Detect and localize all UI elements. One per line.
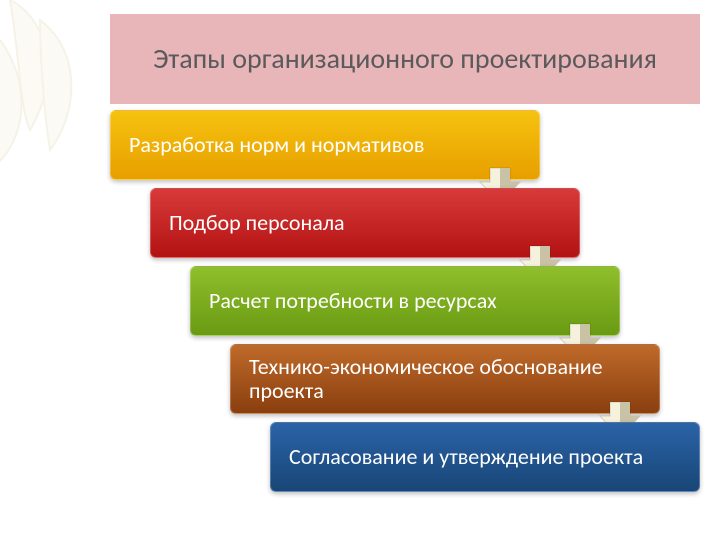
process-step: Согласование и утверждение проекта (270, 422, 700, 492)
leaf-decoration-icon (0, 0, 120, 190)
process-step-label: Разработка норм и нормативов (129, 133, 424, 157)
slide: Этапы организационного проектирования Ра… (0, 0, 720, 540)
process-step-label: Согласование и утверждение проекта (289, 445, 643, 469)
page-title-text: Этапы организационного проектирования (153, 43, 657, 75)
process-step: Технико-экономическое обоснование проект… (230, 344, 660, 414)
process-step: Расчет потребности в ресурсах (190, 266, 620, 336)
process-step-label: Подбор персонала (169, 211, 345, 235)
process-step-label: Расчет потребности в ресурсах (209, 289, 497, 313)
process-step: Подбор персонала (150, 188, 580, 258)
process-step-label: Технико-экономическое обоснование проект… (249, 355, 641, 403)
process-step: Разработка норм и нормативов (110, 110, 540, 180)
page-title: Этапы организационного проектирования (110, 14, 700, 104)
